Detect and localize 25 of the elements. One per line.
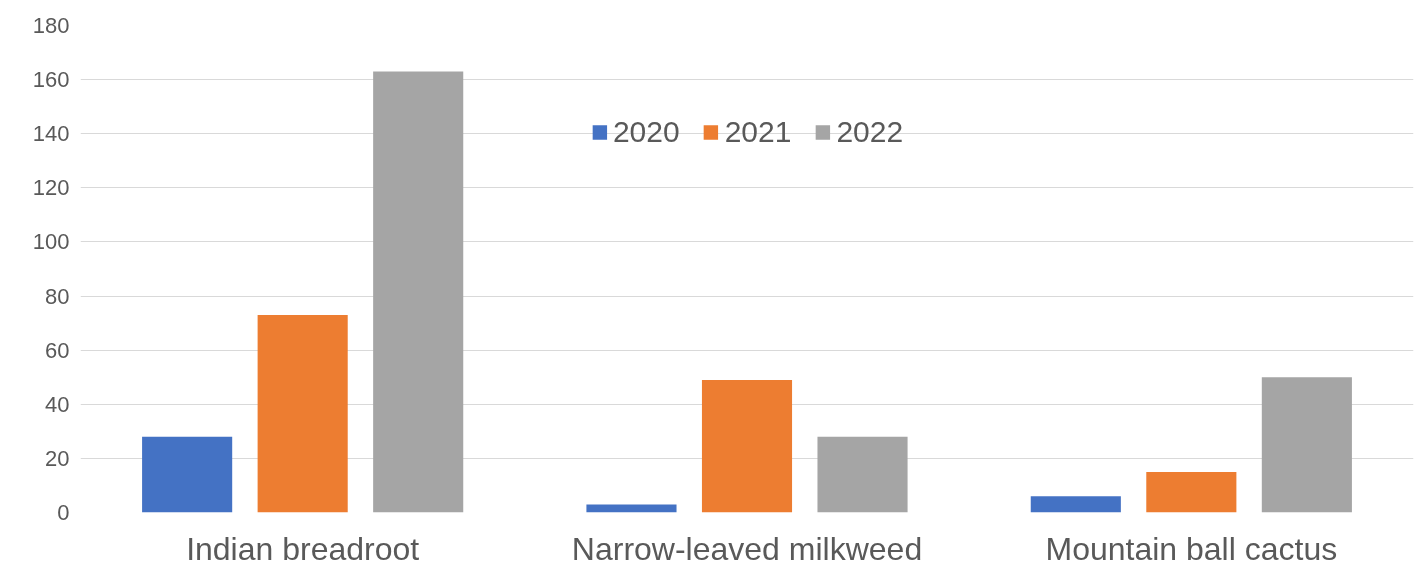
bar [586,504,677,513]
legend-label: 2021 [724,115,792,149]
bar [1146,471,1237,513]
bar [817,436,908,513]
y-tick-label: 180 [32,13,70,38]
legend-label: 2022 [836,115,904,149]
y-tick-label: 20 [45,445,70,471]
y-tick-label: 100 [32,229,70,255]
y-tick-label: 80 [45,283,70,309]
legend-label: 2020 [612,115,680,149]
y-tick-label: 120 [32,175,70,201]
x-tick-label: Mountain ball cactus [1045,530,1338,567]
bar [373,71,464,513]
x-tick-label: Indian breadroot [186,530,420,567]
y-tick-label: 140 [32,121,70,147]
bar [257,314,348,513]
y-tick-label: 160 [32,67,70,93]
y-tick-label: 40 [45,391,70,417]
y-tick-label: 60 [45,337,70,363]
bar [1030,496,1121,513]
y-tick-label: 0 [57,500,70,525]
bar [1261,377,1352,513]
x-tick-label: Narrow-leaved milkweed [571,530,923,567]
bar [701,379,793,513]
bar [142,436,233,513]
